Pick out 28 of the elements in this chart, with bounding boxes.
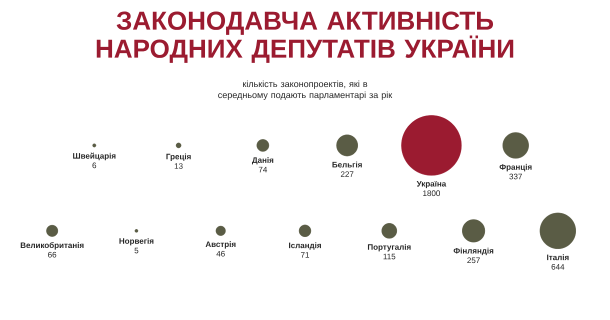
data-label: 337 xyxy=(509,174,522,180)
category-label: Великобританія xyxy=(20,242,84,250)
category-label: Україна xyxy=(416,180,446,188)
data-label: 1800 xyxy=(423,190,440,196)
data-label: 13 xyxy=(174,163,183,169)
category-label: Австрія xyxy=(206,241,236,249)
data-label: 74 xyxy=(258,166,268,172)
text: ЗАКОНОДАВЧА АКТИВНІСТЬ НАРОДНИХ ДЕПУТАТІВ УКРАЇНИ xyxy=(96,12,514,63)
data-label: 257 xyxy=(467,257,480,264)
category-label: Норвегія xyxy=(119,238,154,246)
data-label: 227 xyxy=(340,171,354,177)
data-label: 71 xyxy=(300,252,310,258)
data-label: 66 xyxy=(48,252,56,258)
category-label: Бельгія xyxy=(332,162,362,168)
category-label: Ісландія xyxy=(289,242,321,250)
data-label: 5 xyxy=(134,248,138,254)
text: кількість законопроектів, які в середньому подають парламентарі за рік xyxy=(218,80,392,100)
category-label: Греція xyxy=(166,154,191,161)
data-label: 46 xyxy=(216,250,225,257)
category-label: Фінляндія xyxy=(454,248,494,256)
data-label: 115 xyxy=(384,254,396,260)
category-label: Данія xyxy=(252,157,274,164)
category-label: Італія xyxy=(547,254,569,260)
data-label: 644 xyxy=(552,264,564,270)
category-label: Швейцарія xyxy=(73,152,116,160)
category-label: Франція xyxy=(500,164,532,172)
category-label: Португалія xyxy=(368,244,411,252)
data-label: 6 xyxy=(92,162,96,168)
